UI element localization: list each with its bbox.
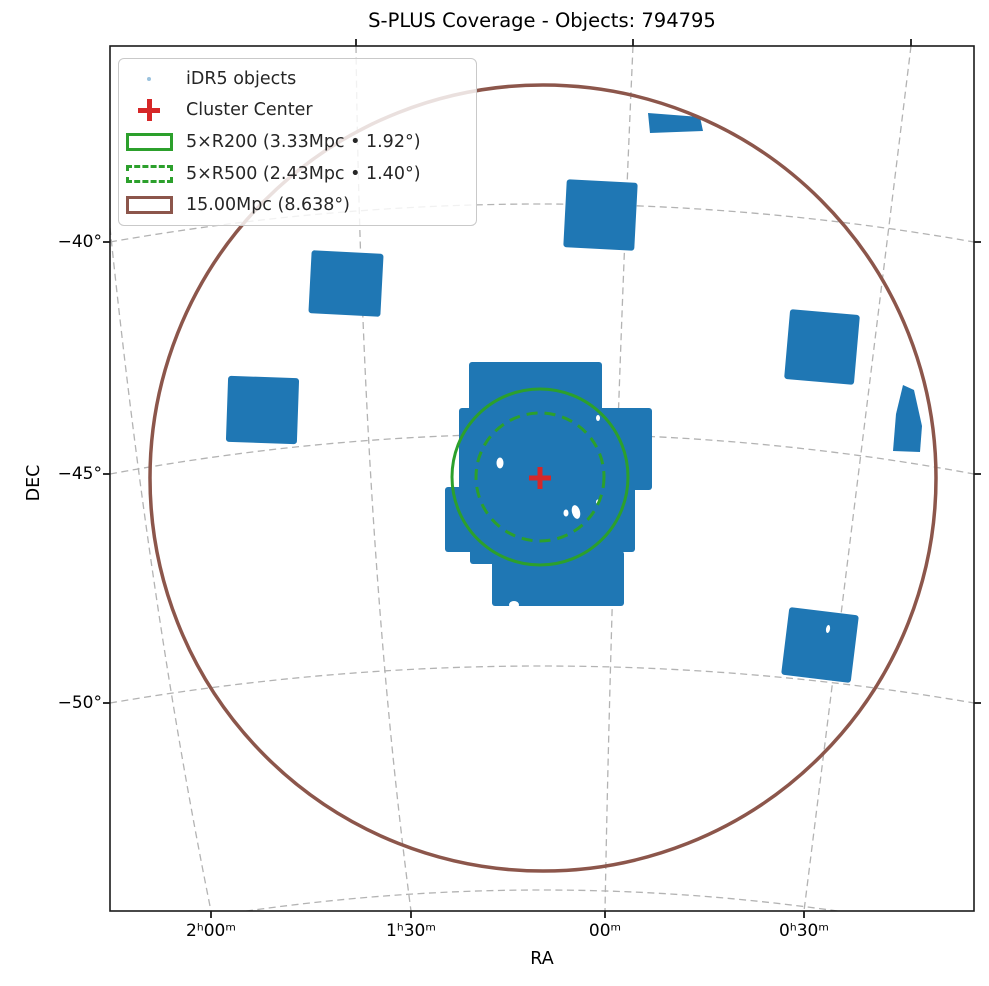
x-tick-label-0h30m: 0ʰ30ᵐ: [779, 921, 829, 941]
x-tick-label-1h30m: 1ʰ30ᵐ: [386, 921, 436, 941]
y-tick-label-m45: −45°: [57, 464, 102, 484]
red-cross-icon: [125, 99, 173, 122]
central-mosaic-2: [445, 487, 635, 552]
legend-item-label: Cluster Center: [186, 100, 313, 121]
survey-tile-2: [225, 375, 300, 445]
x-tick-label-2h00m: 2ʰ00ᵐ: [186, 921, 236, 941]
brown-outline-icon: [125, 196, 173, 215]
masked-star-hole-6: [825, 625, 831, 633]
axes-frame: [109, 45, 975, 912]
survey-tile-0: [563, 179, 638, 251]
y-tick-label-m40: −40°: [57, 232, 102, 252]
legend-item-r200: 5×R200 (3.33Mpc • 1.92°): [125, 127, 468, 157]
x-axis-label: RA: [530, 949, 554, 969]
masked-star-hole-3: [571, 505, 581, 519]
masked-star-hole-1: [596, 415, 600, 421]
tick-marks-group: [103, 39, 981, 918]
overlay-circles-group: [148, 83, 938, 873]
gridline-ra-2h00m: [110, 227, 212, 911]
survey-tile-3: [784, 309, 860, 385]
legend-item-label: 5×R200 (3.33Mpc • 1.92°): [186, 131, 421, 152]
gridline-dec-minus45: [110, 433, 974, 475]
scatter-dot-icon: [125, 76, 173, 81]
gridline-dec-minus55: [242, 889, 842, 911]
survey-tile-wedge-1: [893, 385, 922, 452]
circle-5xr200: [450, 387, 630, 567]
gridline-dec-minus50: [110, 665, 974, 704]
green-solid-outline-icon: [125, 132, 173, 151]
legend-item-label: 15.00Mpc (8.638°): [186, 195, 350, 216]
circle-5xr500: [474, 411, 606, 543]
legend-item-15mpc: 15.00Mpc (8.638°): [125, 190, 468, 220]
y-axis-label: DEC: [24, 464, 44, 502]
legend-item-r500: 5×R500 (2.43Mpc • 1.40°): [125, 159, 468, 189]
circle-15mpc: [148, 83, 938, 873]
y-tick-label-m50: −50°: [57, 693, 102, 713]
masked-star-hole-5: [509, 601, 519, 609]
legend-item-label: iDR5 objects: [186, 68, 297, 89]
x-tick-label-00m: 00ᵐ: [588, 921, 622, 941]
central-mosaic-1: [459, 408, 652, 490]
masked-star-hole-0: [496, 457, 504, 469]
green-dashed-outline-icon: [125, 164, 173, 183]
legend-box: iDR5 objects Cluster Center 5×R200 (3.33…: [118, 58, 477, 226]
gridline-dec-minus40: [110, 203, 974, 243]
survey-tile-4: [781, 607, 859, 683]
gridline-ra-0h30m: [803, 46, 912, 911]
cluster-center-marker: [529, 467, 551, 489]
page-title: S-PLUS Coverage - Objects: 794795: [368, 9, 716, 32]
masked-star-hole-2: [563, 509, 569, 517]
survey-tile-wedge-0: [648, 113, 703, 133]
survey-tile-1: [308, 250, 384, 317]
legend-item-idr5: iDR5 objects: [125, 64, 468, 94]
legend-item-cluster-center: Cluster Center: [125, 95, 468, 125]
legend-item-label: 5×R500 (2.43Mpc • 1.40°): [186, 163, 421, 184]
